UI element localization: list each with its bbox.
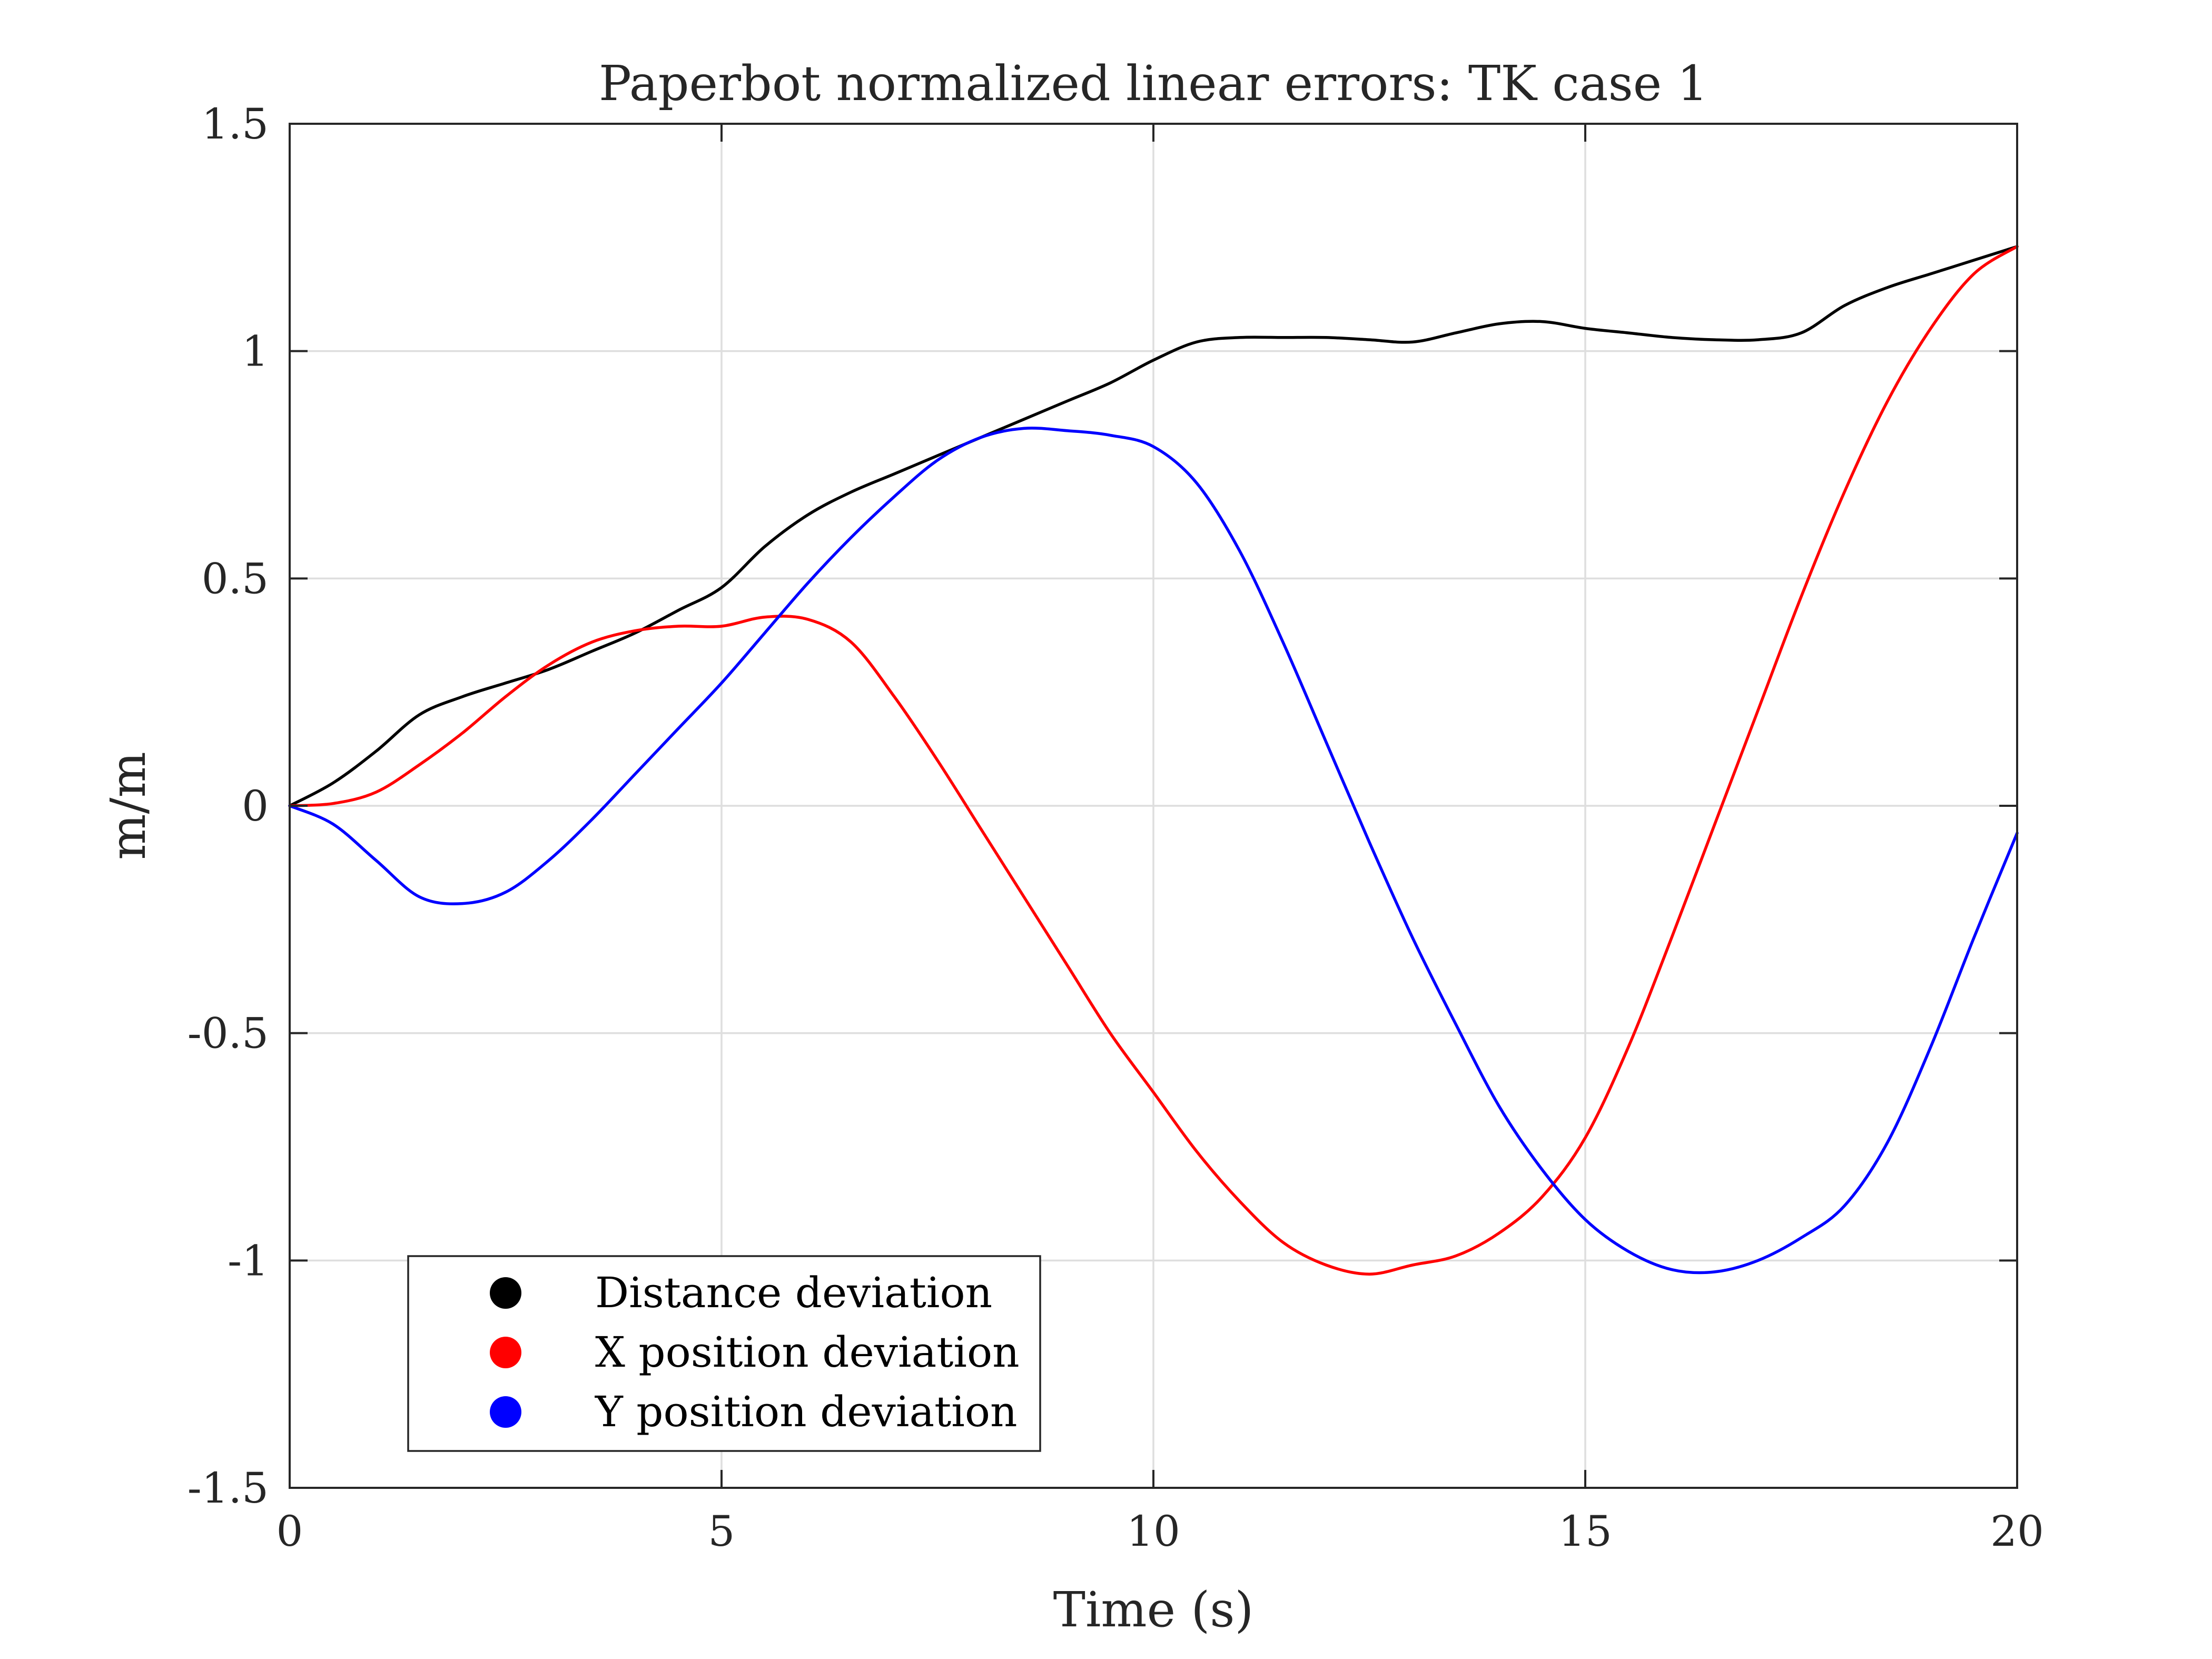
legend-label: X position deviation [595,1328,1020,1377]
legend-marker [490,1277,521,1309]
x-tick-label: 15 [1558,1507,1612,1556]
x-tick-label: 20 [1990,1507,2044,1556]
y-tick-label: 0 [242,782,269,831]
y-tick-label: -1 [228,1236,269,1285]
y-axis-label: m/m [100,752,156,860]
legend-marker [490,1396,521,1428]
series-line-1 [288,245,2019,807]
tick-labels: 0 5 10 15 20 -1.5 -1 -0.5 0 0.5 1 1.5 [187,100,2044,1556]
legend-marker [490,1337,521,1368]
y-tick-label: 1.5 [202,100,269,149]
y-tick-label: 0.5 [202,554,269,603]
x-tick-label: 10 [1127,1507,1180,1556]
series-line-3 [288,427,2019,1275]
y-tick-label: -1.5 [187,1464,269,1513]
legend-label: Y position deviation [595,1387,1018,1436]
x-tick-label: 0 [276,1507,303,1556]
axis-ticks [289,123,2018,1489]
y-tick-label: 1 [242,327,269,376]
legend-label: Distance deviation [595,1268,992,1317]
x-axis-label: Time (s) [1053,1582,1254,1638]
series-line-2 [288,245,2019,1276]
chart-title: Paperbot normalized linear errors: TK ca… [599,55,1708,112]
y-tick-label: -0.5 [187,1009,269,1058]
x-tick-label: 5 [708,1507,735,1556]
series-layer [288,245,2019,1276]
legend: Distance deviation X position deviation Y … [407,1255,1041,1452]
